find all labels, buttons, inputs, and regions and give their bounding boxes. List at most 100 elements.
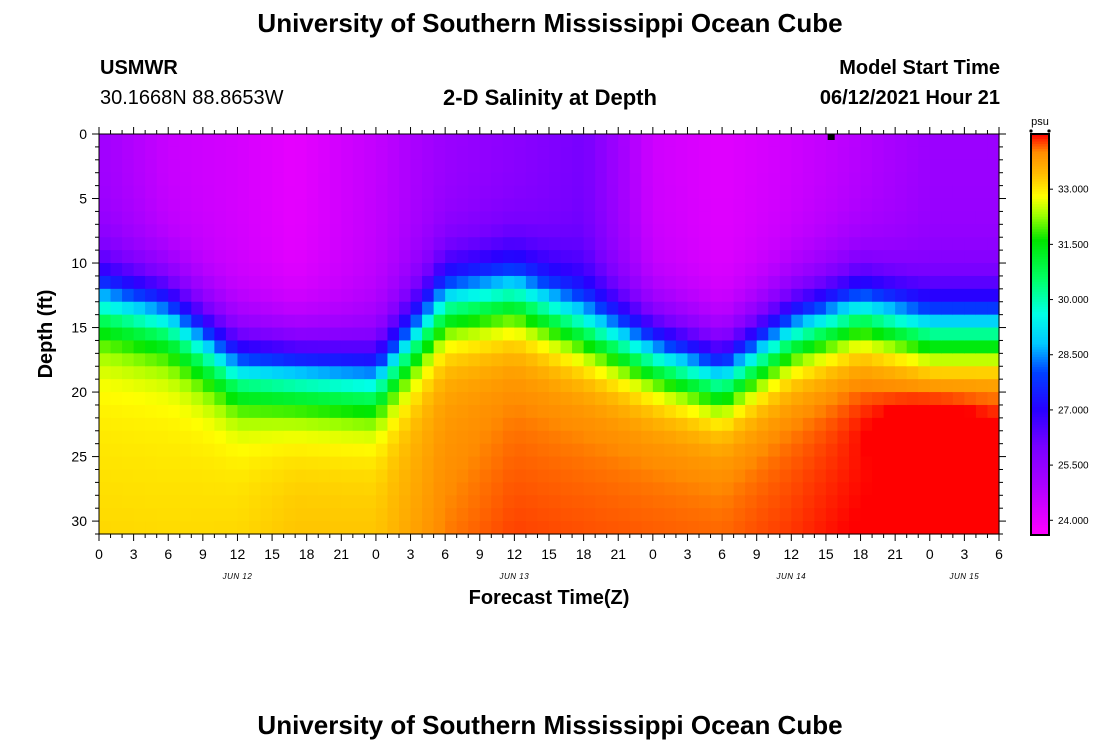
heatmap-cell	[306, 198, 319, 213]
heatmap-cell	[756, 275, 769, 290]
heatmap-cell	[260, 275, 273, 290]
heatmap-cell	[295, 146, 308, 161]
heatmap-cell	[329, 482, 342, 496]
heatmap-cell	[491, 159, 504, 174]
heatmap-cell	[710, 288, 723, 303]
colorbar-swatch	[1031, 389, 1049, 393]
heatmap-cell	[618, 366, 631, 380]
heatmap-cell	[756, 314, 769, 329]
heatmap-cell	[133, 366, 146, 380]
heatmap-cell	[768, 288, 781, 303]
heatmap-cell	[952, 469, 965, 483]
heatmap-cell	[260, 224, 273, 238]
heatmap-cell	[260, 198, 273, 213]
heatmap-cell	[825, 263, 839, 277]
heatmap-cell	[964, 275, 977, 290]
heatmap-cell	[422, 288, 435, 303]
heatmap-cell	[168, 146, 181, 161]
heatmap-cell	[595, 469, 608, 483]
heatmap-cell	[941, 237, 954, 251]
heatmap-cell	[629, 301, 642, 316]
heatmap-cell	[110, 134, 123, 148]
heatmap-cell	[502, 404, 515, 419]
heatmap-cell	[110, 198, 123, 213]
heatmap-cell	[814, 430, 827, 445]
heatmap-cell	[952, 146, 965, 161]
heatmap-cell	[618, 327, 631, 342]
heatmap-cell	[929, 224, 942, 238]
heatmap-cell	[779, 456, 792, 471]
heatmap-cell	[329, 456, 342, 471]
colorbar-swatch	[1031, 241, 1049, 245]
colorbar-swatch	[1031, 244, 1049, 248]
heatmap-cell	[872, 301, 885, 316]
heatmap-cell	[214, 417, 227, 432]
heatmap-cell	[825, 353, 839, 367]
heatmap-cell	[837, 469, 850, 483]
heatmap-cell	[445, 237, 458, 251]
heatmap-cell	[122, 379, 135, 393]
heatmap-cell	[825, 508, 839, 522]
colorbar-swatch	[1031, 469, 1049, 473]
heatmap-cell	[906, 301, 919, 316]
heatmap-cell	[214, 237, 227, 251]
heatmap-cell	[468, 482, 481, 496]
heatmap-cell	[652, 237, 665, 251]
heatmap-cell	[202, 495, 215, 509]
colorbar-tick-label: 28.500	[1058, 350, 1089, 361]
colorbar-swatch	[1031, 184, 1049, 188]
heatmap-cell	[733, 521, 746, 535]
heatmap-cell	[456, 353, 469, 367]
heatmap-cell	[456, 134, 469, 148]
heatmap-cell	[502, 237, 515, 251]
heatmap-cell	[583, 340, 596, 354]
heatmap-cell	[814, 314, 827, 329]
heatmap-cell	[168, 392, 181, 406]
colorbar-swatch	[1031, 467, 1049, 471]
heatmap-cell	[179, 482, 192, 496]
heatmap-cell	[318, 237, 331, 251]
heatmap-cell	[422, 146, 435, 161]
heatmap-cell	[179, 366, 192, 380]
heatmap-cell	[225, 288, 239, 303]
heatmap-cell	[99, 392, 112, 406]
heatmap-cell	[595, 301, 608, 316]
heatmap-cell	[595, 198, 608, 213]
heatmap-cell	[825, 417, 839, 432]
heatmap-cell	[733, 482, 746, 496]
heatmap-cell	[722, 456, 735, 471]
heatmap-cell	[652, 263, 665, 277]
heatmap-cell	[941, 327, 954, 342]
heatmap-cell	[306, 482, 319, 496]
heatmap-cell	[641, 198, 654, 213]
heatmap-cell	[179, 404, 192, 419]
heatmap-cell	[883, 224, 896, 238]
colorbar-swatch	[1031, 291, 1049, 295]
heatmap-cell	[710, 146, 723, 161]
x-tick-label: 6	[164, 546, 172, 562]
heatmap-cell	[606, 495, 619, 509]
heatmap-cell	[710, 366, 723, 380]
heatmap-cell	[802, 263, 815, 277]
heatmap-cell	[295, 521, 308, 535]
heatmap-cell	[237, 288, 250, 303]
heatmap-cell	[537, 353, 550, 367]
heatmap-cell	[699, 198, 712, 213]
heatmap-cell	[387, 430, 400, 445]
heatmap-cell	[306, 379, 319, 393]
heatmap-cell	[445, 495, 458, 509]
heatmap-cell	[664, 237, 677, 251]
heatmap-cell	[941, 404, 954, 419]
heatmap-cell	[260, 404, 273, 419]
heatmap-cell	[491, 404, 504, 419]
heatmap-cell	[122, 134, 135, 148]
heatmap-cell	[468, 314, 481, 329]
heatmap-cell	[341, 275, 354, 290]
heatmap-cell	[837, 263, 850, 277]
heatmap-cell	[525, 521, 539, 535]
heatmap-cell	[872, 340, 885, 354]
heatmap-cell	[191, 430, 204, 445]
heatmap-cell	[341, 301, 354, 316]
heatmap-cell	[399, 263, 412, 277]
heatmap-cell	[595, 211, 608, 225]
